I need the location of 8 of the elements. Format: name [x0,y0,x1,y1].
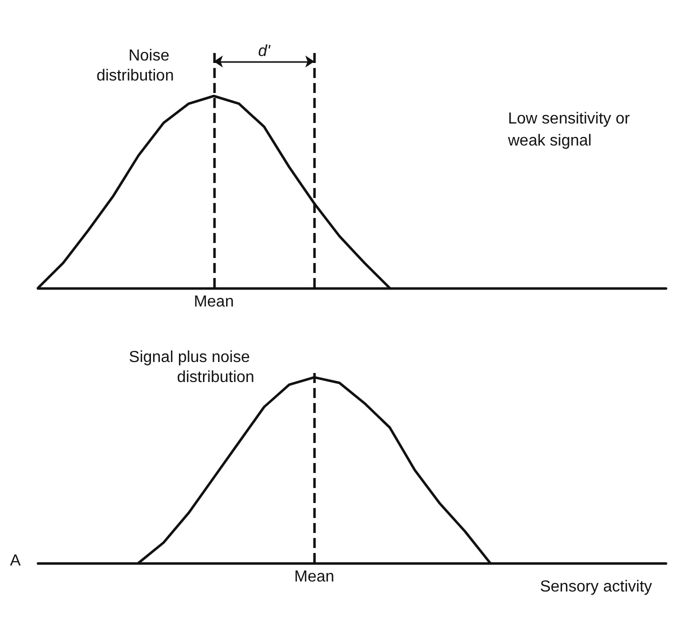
text: Mean [294,568,334,586]
text: d' [258,42,271,60]
text: A [10,552,21,570]
text: Mean [194,294,234,310]
x-axis-title: Sensory activity [540,578,652,596]
annotation: Low sensitivity or weak signal [507,110,634,150]
series-label: Signal plus noise distribution [128,348,254,386]
series-label: Noise distribution [96,48,174,84]
